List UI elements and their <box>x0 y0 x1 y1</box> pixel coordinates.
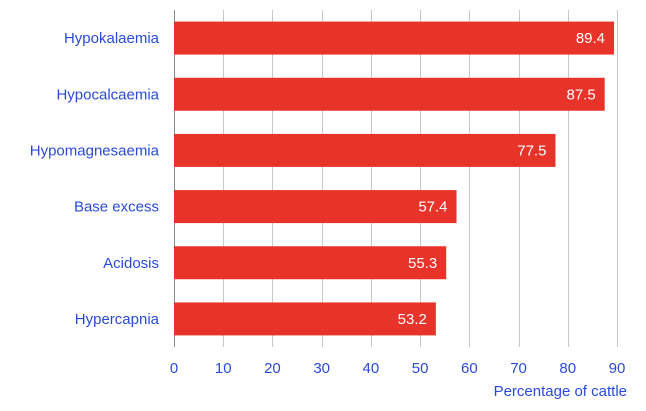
x-axis-ticks: 0 10 20 30 40 50 60 70 80 90 <box>170 360 626 377</box>
category-label-hypercapnia: Hypercapnia <box>75 311 160 328</box>
x-tick-label-90: 90 <box>609 360 626 377</box>
category-label-hypokalaemia: Hypokalaemia <box>64 30 160 47</box>
category-labels: Hypokalaemia Hypocalcaemia Hypomagnesaemia… <box>30 30 160 328</box>
grid <box>174 10 618 347</box>
category-label-acidosis: Acidosis <box>103 255 159 272</box>
category-label-hypomagnesaemia: Hypomagnesaemia <box>30 142 160 159</box>
bar-acidosis <box>174 246 447 280</box>
x-tick-label-0: 0 <box>170 360 178 377</box>
x-tick-label-30: 30 <box>313 360 330 377</box>
x-axis-title: Percentage of cattle <box>494 383 627 400</box>
x-tick-label-70: 70 <box>510 360 527 377</box>
value-label-hypokalaemia: 89.4 <box>576 30 605 47</box>
bar-hypokalaemia <box>174 21 615 55</box>
x-tick-label-40: 40 <box>363 360 380 377</box>
bar-hypomagnesaemia <box>174 133 556 167</box>
x-tick-label-80: 80 <box>559 360 576 377</box>
value-label-hypocalcaemia: 87.5 <box>566 86 595 103</box>
bar-base-excess <box>174 190 457 224</box>
x-tick-label-20: 20 <box>264 360 281 377</box>
category-label-hypocalcaemia: Hypocalcaemia <box>56 86 159 103</box>
x-tick-label-60: 60 <box>461 360 478 377</box>
bar-hypocalcaemia <box>174 77 605 111</box>
bars: 89.4 87.5 77.5 57.4 55.3 53.2 <box>174 21 615 336</box>
value-label-base-excess: 57.4 <box>418 199 447 216</box>
x-tick-label-10: 10 <box>215 360 232 377</box>
value-label-hypomagnesaemia: 77.5 <box>517 142 546 159</box>
value-label-hypercapnia: 53.2 <box>398 311 427 328</box>
x-tick-label-50: 50 <box>412 360 429 377</box>
value-label-acidosis: 55.3 <box>408 255 437 272</box>
category-label-base-excess: Base excess <box>74 199 159 216</box>
bar-hypercapnia <box>174 302 436 336</box>
